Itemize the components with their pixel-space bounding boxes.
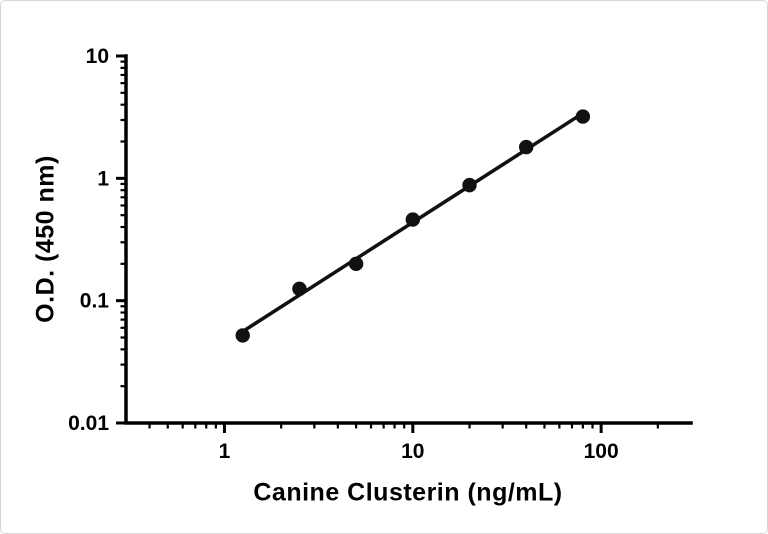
x-tick-label: 10 <box>401 440 424 463</box>
data-point <box>405 212 421 227</box>
x-tick-label: 1 <box>219 440 231 463</box>
data-point <box>462 177 477 193</box>
data-point <box>235 328 250 343</box>
data-point <box>348 256 364 272</box>
data-point <box>292 281 307 297</box>
y-tick-label: 1 <box>97 167 109 190</box>
data-point <box>518 139 534 155</box>
y-tick-label: 0.1 <box>80 290 110 313</box>
y-tick-label: 10 <box>86 45 109 68</box>
x-tick-label: 100 <box>584 440 619 463</box>
y-axis-title: O.D. (450 nm) <box>31 155 60 323</box>
data-point <box>575 109 591 124</box>
x-axis-title: Canine Clusterin (ng/mL) <box>253 478 563 507</box>
axis-spine <box>124 54 693 425</box>
y-tick-label: 0.01 <box>68 412 109 435</box>
